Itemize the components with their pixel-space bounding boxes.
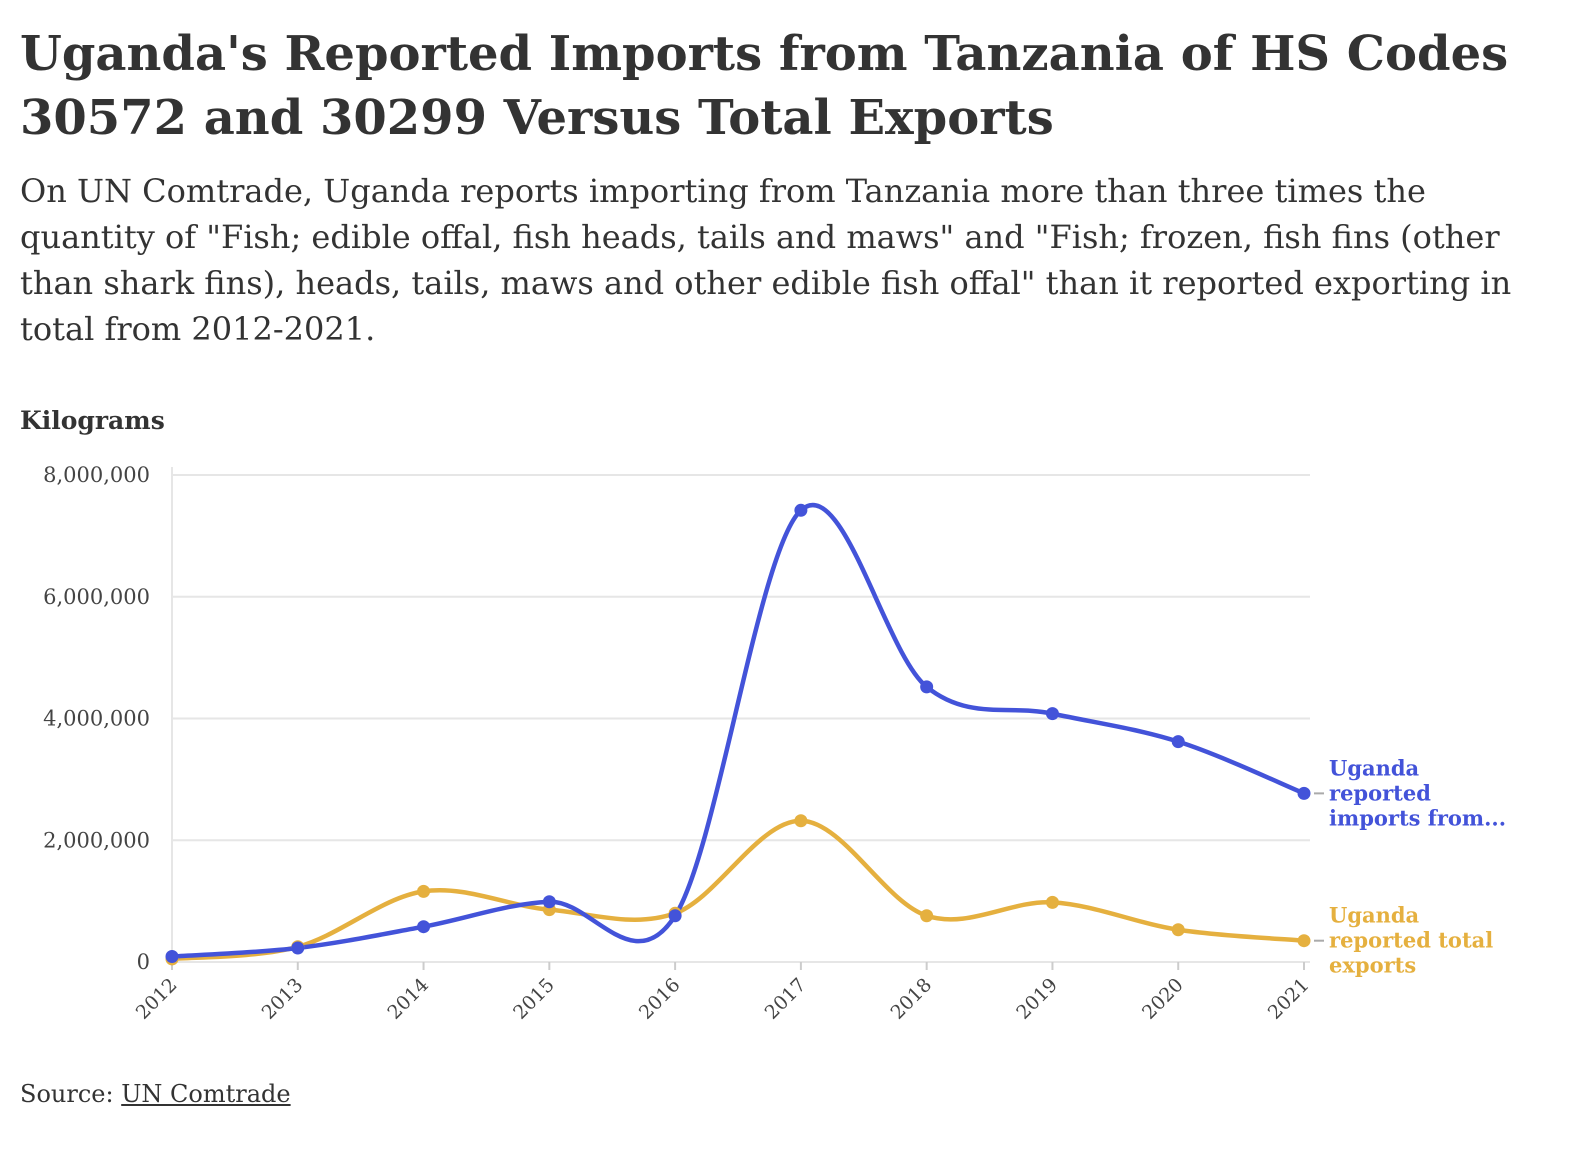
source-link[interactable]: UN Comtrade [121,1080,291,1108]
series-label-line: Uganda [1329,755,1420,780]
y-axis-label: Kilograms [20,406,165,435]
data-point [1171,923,1185,937]
series-points [165,503,1311,966]
x-tick-label: 2015 [509,974,559,1024]
data-point [1045,707,1059,721]
data-point [291,941,305,955]
x-tick-label: 2019 [1012,974,1062,1024]
y-tick-label: 6,000,000 [43,585,150,609]
data-point [1045,895,1059,909]
data-point [920,909,934,923]
data-point [668,909,682,923]
data-point [920,680,934,694]
line-chart: 0 2,000,000 4,000,000 6,000,000 8,000,000 20… [43,463,1506,1024]
source-note: Source: UN Comtrade [20,1080,291,1108]
series-label-line: reported total [1329,928,1493,953]
data-point [417,884,431,898]
x-tick-label: 2018 [886,974,936,1024]
y-tick-label: 0 [137,950,150,974]
data-point [1171,735,1185,749]
series-end-label: Uganda reported total exports [1329,903,1493,978]
x-tick-label: 2016 [635,974,685,1024]
y-axis-ticks: 0 2,000,000 4,000,000 6,000,000 8,000,000 [43,463,150,974]
x-tick-label: 2013 [258,974,308,1024]
x-tick-label: 2020 [1138,974,1188,1024]
source-prefix: Source: [20,1080,122,1108]
series-label-line: Uganda [1329,903,1420,928]
data-point [794,814,808,828]
y-tick-label: 2,000,000 [43,828,150,852]
chart-subtitle: On UN Comtrade, Uganda reports importing… [20,172,1512,348]
data-point [794,503,808,517]
series-end-label: Uganda reported imports from... [1329,755,1506,830]
series-lines [169,502,1307,962]
chart-title: Uganda's Reported Imports from Tanzania … [20,26,1509,146]
series-label-line: imports from... [1329,805,1506,830]
y-tick-label: 4,000,000 [43,707,150,731]
x-tick-label: 2021 [1264,974,1314,1024]
x-tick-label: 2014 [383,974,433,1024]
x-tick-label: 2012 [132,974,182,1024]
data-point [165,950,179,964]
x-axis-ticks: 2012 2013 2014 2015 2016 2017 2018 2019 2020 2021 [132,962,1314,1024]
series-line [169,502,1307,959]
series-label-line: reported [1329,780,1431,805]
grid-lines [171,467,1310,963]
data-point [1297,786,1311,800]
data-point [417,920,431,934]
x-tick-label: 2017 [761,974,811,1024]
series-line [169,818,1307,962]
y-tick-label: 8,000,000 [43,463,150,487]
series-label-line: exports [1329,953,1416,978]
data-point [542,895,556,909]
data-point [1297,934,1311,948]
